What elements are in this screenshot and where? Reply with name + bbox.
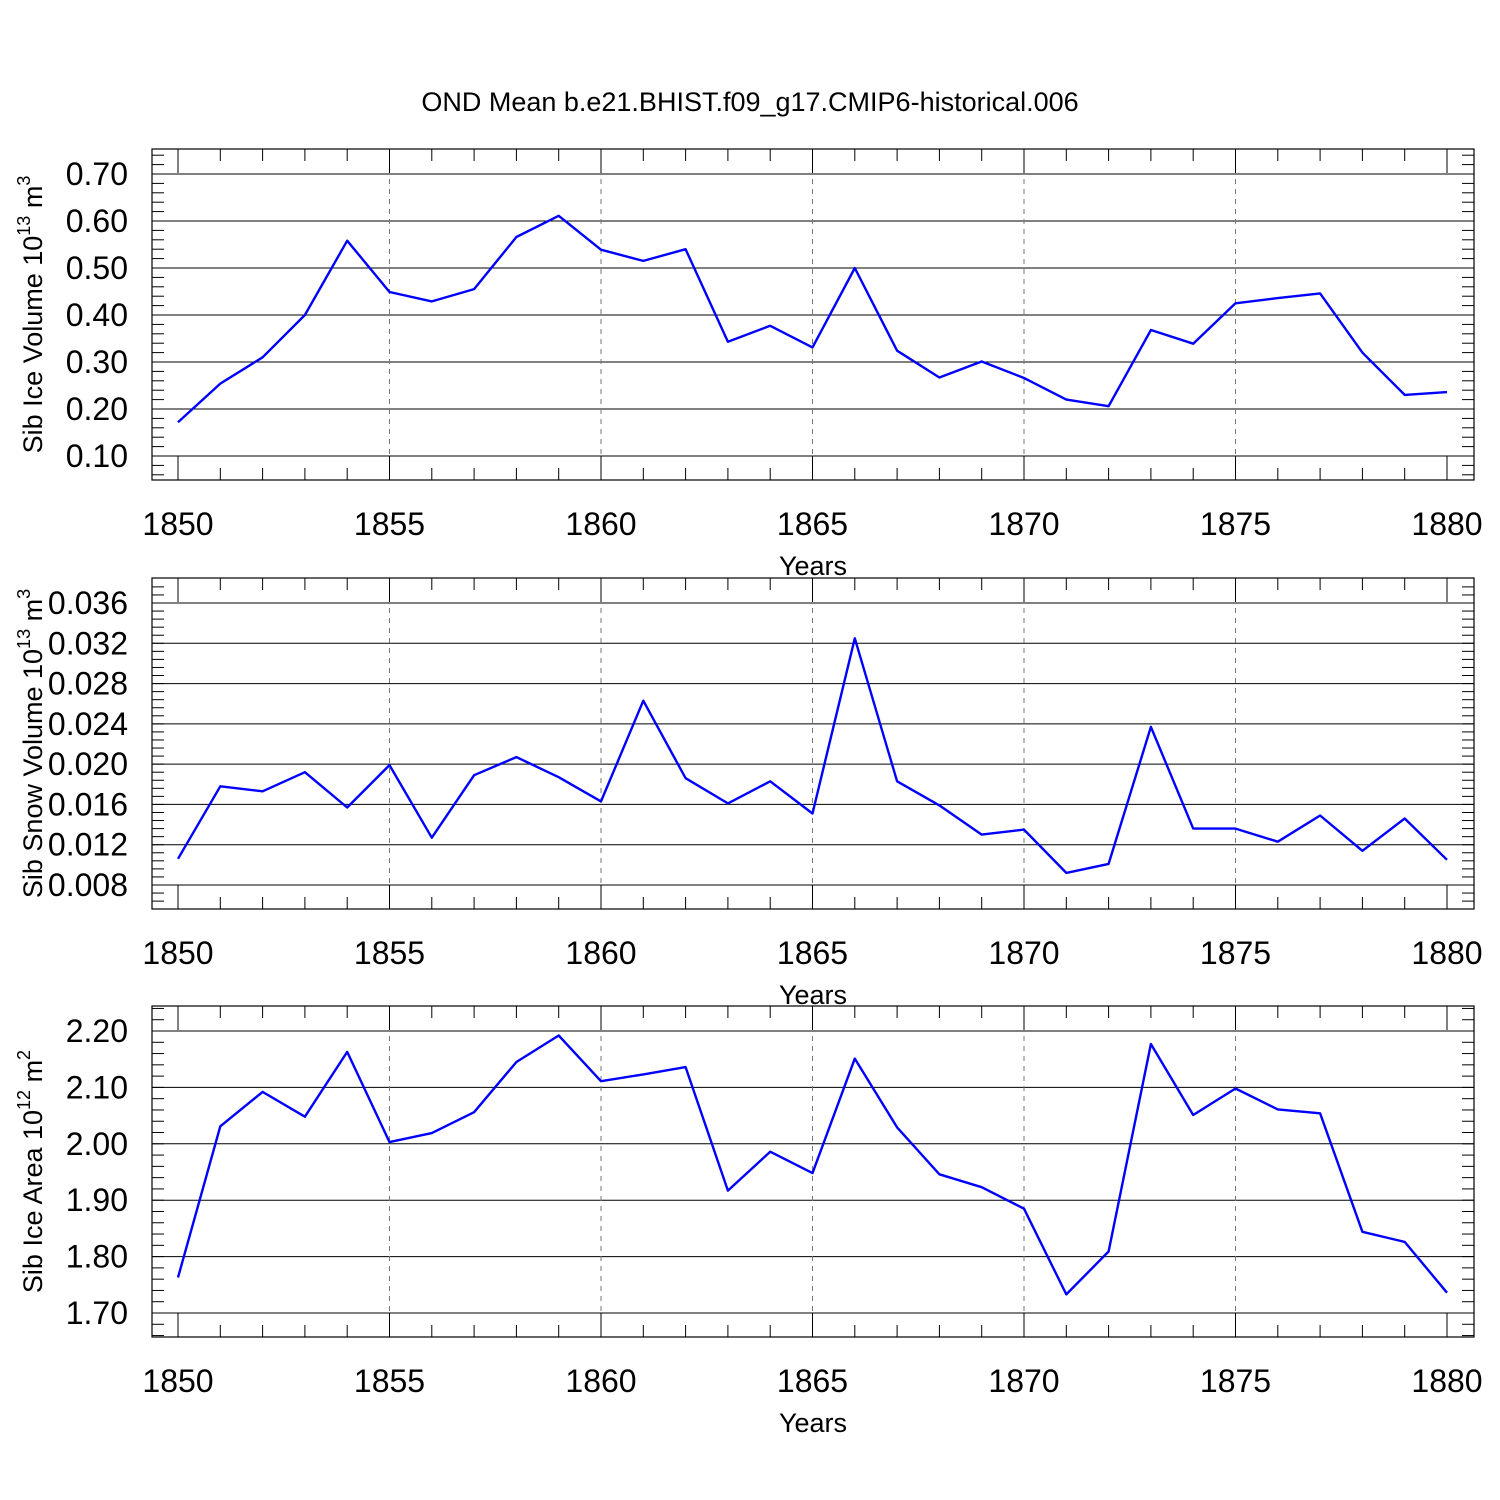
x-tick-label: 1875 bbox=[1200, 506, 1271, 542]
panel-3: 1.70 1.80 1.90 2.00 2.10 2.20 1850 1855 1860 1865… bbox=[14, 1005, 1483, 1438]
panel-1: 0.10 0.20 0.30 0.40 0.50 0.60 0.70 1850 1855 1860… bbox=[14, 148, 1483, 581]
y-tick-label: 0.10 bbox=[66, 438, 128, 474]
x-axis-title: Years bbox=[779, 980, 847, 1010]
x-tick-label: 1870 bbox=[988, 506, 1059, 542]
y-tick-label: 0.028 bbox=[48, 666, 128, 702]
x-axis-title: Years bbox=[779, 551, 847, 581]
y-tick-label: 0.40 bbox=[66, 297, 128, 333]
x-axis-title: Years bbox=[779, 1408, 847, 1438]
y-tick-label: 0.036 bbox=[48, 585, 128, 621]
y-tick-label: 1.90 bbox=[66, 1182, 128, 1218]
x-tick-label: 1880 bbox=[1411, 935, 1482, 971]
x-tick-label: 1880 bbox=[1411, 506, 1482, 542]
y-tick-label: 0.30 bbox=[66, 344, 128, 380]
y-tick-label: 0.012 bbox=[48, 827, 128, 863]
y-axis-title: Sib Ice Area 1012 m2 bbox=[14, 1050, 48, 1293]
x-tick-label: 1875 bbox=[1200, 935, 1271, 971]
series-line bbox=[177, 214, 1448, 424]
y-tick-label: 1.80 bbox=[66, 1239, 128, 1275]
y-tick-label: 0.20 bbox=[66, 391, 128, 427]
y-tick-label: 2.10 bbox=[66, 1069, 128, 1105]
y-tick-label: 0.008 bbox=[48, 867, 128, 903]
y-tick-label: 0.60 bbox=[66, 203, 128, 239]
x-tick-label: 1870 bbox=[988, 935, 1059, 971]
y-tick-label: 0.50 bbox=[66, 250, 128, 286]
y-tick-label: 0.70 bbox=[66, 156, 128, 192]
x-tick-label: 1855 bbox=[354, 1363, 425, 1399]
y-tick-label: 0.032 bbox=[48, 625, 128, 661]
y-axis-title: Sib Snow Volume 1013 m3 bbox=[14, 589, 48, 898]
x-tick-label: 1855 bbox=[354, 935, 425, 971]
series-line bbox=[176, 1034, 1448, 1296]
x-tick-label: 1850 bbox=[142, 506, 213, 542]
x-tick-label: 1865 bbox=[777, 1363, 848, 1399]
x-tick-label: 1860 bbox=[565, 935, 636, 971]
y-tick-label: 1.70 bbox=[66, 1295, 128, 1331]
series-line bbox=[176, 637, 1448, 875]
y-axis-title: Sib Ice Volume 1013 m3 bbox=[14, 176, 48, 454]
x-tick-label: 1850 bbox=[142, 935, 213, 971]
y-tick-label: 2.00 bbox=[66, 1126, 128, 1162]
x-tick-label: 1865 bbox=[777, 935, 848, 971]
x-tick-label: 1880 bbox=[1411, 1363, 1482, 1399]
panel-2: 0.008 0.012 0.016 0.020 0.024 0.028 0.032 0.036… bbox=[14, 577, 1483, 1010]
x-tick-label: 1870 bbox=[988, 1363, 1059, 1399]
panels: 0.10 0.20 0.30 0.40 0.50 0.60 0.70 1850 1855 1860… bbox=[14, 148, 1483, 1438]
chart-title: OND Mean b.e21.BHIST.f09_g17.CMIP6-histo… bbox=[421, 87, 1078, 117]
y-tick-label: 0.016 bbox=[48, 786, 128, 822]
y-tick-label: 0.024 bbox=[48, 706, 128, 742]
x-tick-label: 1855 bbox=[354, 506, 425, 542]
x-tick-label: 1850 bbox=[142, 1363, 213, 1399]
x-tick-label: 1860 bbox=[565, 1363, 636, 1399]
x-tick-label: 1875 bbox=[1200, 1363, 1271, 1399]
x-tick-label: 1865 bbox=[777, 506, 848, 542]
x-tick-label: 1860 bbox=[565, 506, 636, 542]
y-tick-label: 0.020 bbox=[48, 746, 128, 782]
y-tick-label: 2.20 bbox=[66, 1013, 128, 1049]
